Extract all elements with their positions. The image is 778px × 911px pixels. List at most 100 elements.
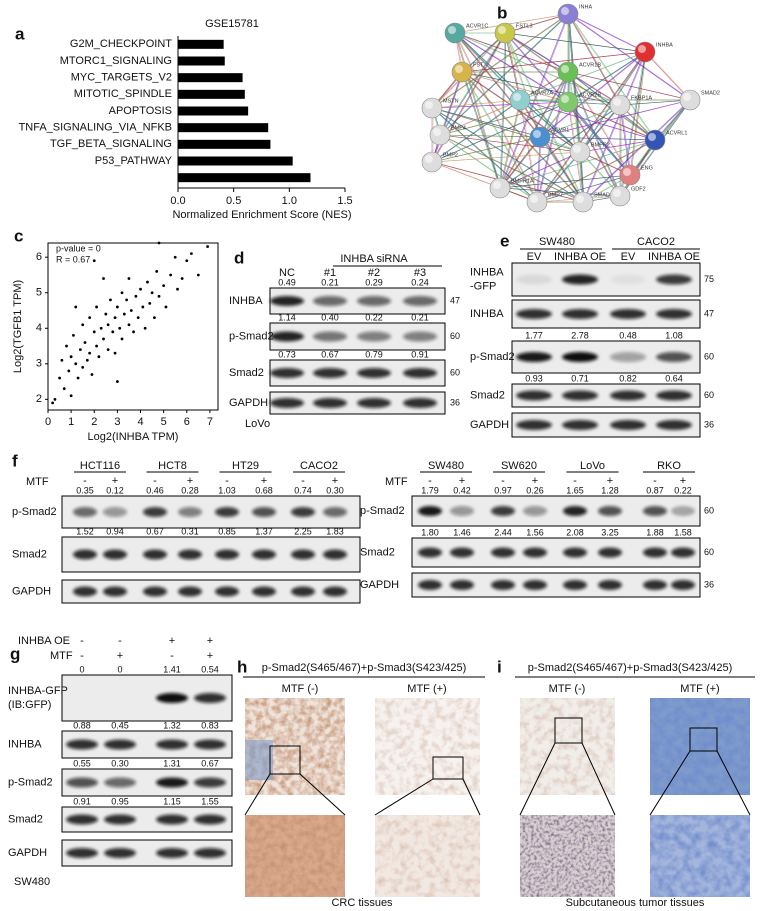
- point: [76, 376, 80, 380]
- band: [270, 368, 304, 378]
- band: [357, 296, 391, 306]
- network-edge: [500, 151, 582, 189]
- quant-label: 0.85: [218, 526, 236, 536]
- node-label: BMP4: [451, 125, 466, 131]
- band: [598, 547, 622, 558]
- quant-label: 1.32: [163, 720, 181, 730]
- mw-label: 36: [704, 579, 714, 589]
- band: [323, 586, 347, 597]
- node-label: ACVR1B: [579, 62, 601, 68]
- mw-label: 47: [450, 295, 460, 305]
- y-axis-label: Log2(TGFB1 TPM): [12, 280, 24, 373]
- band: [516, 352, 552, 362]
- network-node: [619, 164, 641, 186]
- bar: [178, 89, 245, 99]
- band: [66, 848, 98, 858]
- group-label: CACO2: [637, 236, 675, 248]
- zoom-line: [244, 773, 271, 816]
- zoom-line: [374, 778, 434, 816]
- band: [563, 547, 587, 558]
- row-label: p-Smad2: [229, 330, 274, 342]
- network-edge: [520, 99, 657, 141]
- blot-box: [511, 383, 701, 408]
- band: [215, 507, 239, 517]
- quant-label: 1.58: [674, 527, 692, 537]
- network-edge: [520, 99, 539, 203]
- point: [190, 252, 193, 256]
- x-tick-label: 7: [207, 416, 213, 428]
- network-edge: [432, 99, 522, 163]
- node-highlight: [425, 155, 433, 163]
- point: [78, 348, 82, 351]
- point: [106, 323, 110, 327]
- network-edge: [500, 104, 622, 189]
- quant-label: 1.55: [201, 796, 219, 806]
- point: [97, 355, 101, 359]
- point: [90, 373, 94, 376]
- plot-frame: [47, 242, 219, 411]
- band: [357, 398, 391, 408]
- zoom-line: [299, 773, 346, 816]
- network-edge: [583, 51, 647, 203]
- quant-label: 1.83: [326, 526, 344, 536]
- node-highlight: [455, 65, 463, 73]
- quant-label: 0.97: [494, 485, 512, 495]
- network-edge: [519, 51, 646, 101]
- network-edge: [505, 32, 657, 141]
- quant-label: 0.42: [453, 485, 471, 495]
- quant-label: 0.67: [321, 349, 339, 359]
- zoom-box: [554, 717, 583, 744]
- quant-label: 0: [117, 664, 122, 674]
- x-tick-label: 6: [184, 416, 190, 428]
- point: [92, 259, 96, 263]
- row-label: p-Smad2: [360, 505, 405, 517]
- network-node: [572, 191, 594, 213]
- network-edge: [499, 136, 541, 189]
- band: [194, 693, 226, 703]
- bar: [178, 139, 271, 149]
- quant-label: 1.08: [665, 330, 683, 340]
- band: [291, 507, 315, 517]
- sign-label: -: [301, 475, 305, 487]
- quant-label: 1.37: [255, 526, 273, 536]
- network-node: [526, 191, 548, 213]
- network-edge: [567, 13, 646, 53]
- point: [102, 277, 105, 280]
- node-highlight: [448, 26, 456, 34]
- node-label: ENG: [641, 165, 653, 171]
- network-edge: [432, 161, 585, 203]
- node-highlight: [623, 168, 631, 176]
- quant-label: 0.83: [201, 720, 219, 730]
- quant-label: 0.21: [411, 312, 429, 322]
- node-label: INHA: [579, 4, 592, 10]
- network-edge: [462, 71, 622, 106]
- quant-label: 1.65: [566, 485, 584, 495]
- zoom-line: [462, 778, 481, 816]
- sign-label: -: [573, 475, 577, 487]
- quant-label: 1.31: [163, 758, 181, 768]
- band: [656, 274, 692, 285]
- network-edge: [505, 32, 647, 53]
- band: [194, 848, 226, 858]
- quant-label: 0.30: [111, 758, 129, 768]
- quant-label: 0.91: [411, 349, 429, 359]
- band: [671, 580, 695, 590]
- sign-label: +: [459, 475, 465, 487]
- network-node: [679, 89, 701, 111]
- lane-label: EV: [527, 251, 542, 263]
- network-edge: [537, 136, 542, 203]
- quant-label: 0.28: [181, 485, 199, 495]
- network-edge: [540, 99, 692, 138]
- y-tick-label: 5: [36, 287, 42, 299]
- band: [103, 586, 127, 597]
- sign-label: -: [80, 650, 84, 662]
- node-highlight: [513, 93, 521, 101]
- sign-label: +: [207, 650, 213, 662]
- band: [103, 549, 127, 560]
- quant-label: 0.67: [146, 526, 164, 536]
- point: [113, 351, 117, 355]
- network-node: [529, 126, 551, 148]
- point: [120, 291, 124, 295]
- band: [143, 586, 167, 597]
- point: [88, 351, 92, 355]
